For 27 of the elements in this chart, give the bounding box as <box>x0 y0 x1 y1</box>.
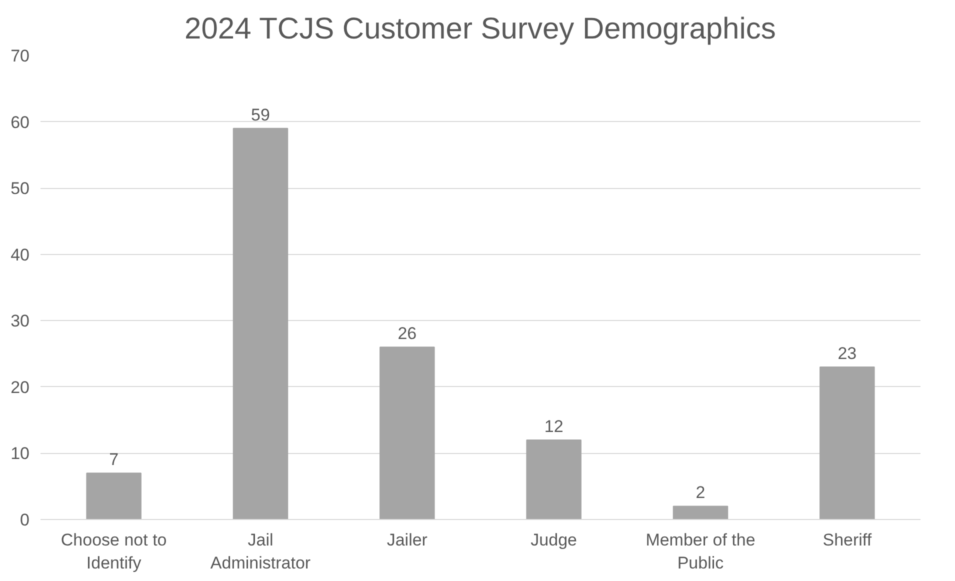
y-tick-label: 60 <box>10 112 30 132</box>
x-tick-label: Jailer <box>386 530 428 550</box>
y-tick-label: 70 <box>10 46 30 66</box>
data-label: 26 <box>398 324 417 344</box>
bar <box>526 439 582 520</box>
x-tick-label: Sheriff <box>822 530 872 550</box>
x-tick-label: Judge <box>530 530 577 550</box>
y-tick-label: 30 <box>10 312 30 331</box>
data-label: 59 <box>251 105 270 124</box>
y-tick-label: 20 <box>10 378 30 397</box>
y-tick-label: 40 <box>10 245 30 264</box>
x-tick-label: Jail Administrator <box>210 530 311 572</box>
y-tick-label: 0 <box>20 510 30 530</box>
data-label: 23 <box>838 344 857 364</box>
data-label: 12 <box>544 416 564 436</box>
bar <box>820 366 875 520</box>
data-label: 7 <box>109 450 119 470</box>
y-tick-label: 50 <box>10 179 30 198</box>
bar <box>672 506 728 520</box>
data-label: 2 <box>696 483 706 502</box>
bar <box>232 128 288 520</box>
x-tick-label: Choose not to Identify <box>60 530 167 572</box>
bar <box>86 472 142 520</box>
x-tick-label: Member of the Public <box>646 530 756 572</box>
y-tick-label: 10 <box>10 444 30 464</box>
chart-title: 2024 TCJS Customer Survey Demographics <box>184 12 776 46</box>
bar <box>380 346 435 520</box>
